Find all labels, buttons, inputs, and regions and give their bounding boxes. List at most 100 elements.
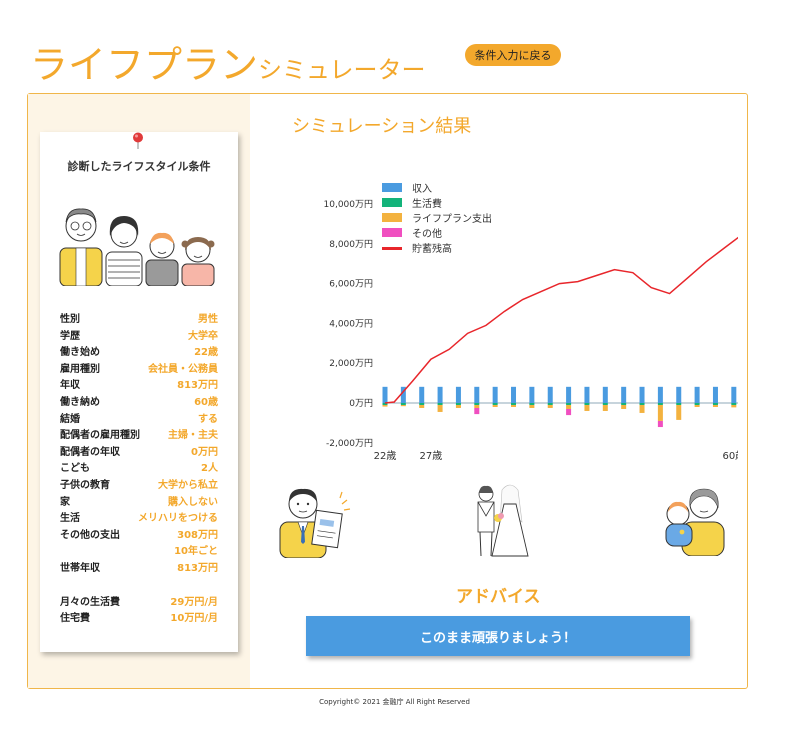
condition-row: 10年ごと (60, 542, 218, 559)
expense-bar (511, 404, 517, 407)
expense-bar (694, 403, 700, 405)
expense-bar (676, 404, 682, 420)
expense-bar (639, 403, 645, 405)
expense-bar (474, 404, 480, 408)
y-tick-label: -2,000万円 (326, 438, 373, 449)
condition-label: 配偶者の年収 (60, 446, 120, 458)
family-illustration (59, 208, 215, 286)
condition-label: 月々の生活費 (60, 596, 120, 608)
condition-row: 家 購入しない (60, 493, 218, 510)
expense-bar (529, 404, 535, 408)
expense-bar (621, 404, 627, 409)
income-bar (492, 386, 498, 403)
condition-row: 配偶者の雇用種別 主婦・主夫 (60, 426, 218, 443)
legend-swatch (382, 183, 402, 192)
income-bar (639, 386, 645, 403)
condition-row: 学歴 大学卒 (60, 327, 218, 344)
app-title-sub: シミュレーター (258, 56, 426, 84)
simulation-title: シミュレーション結果 (292, 116, 472, 137)
condition-row: 性別 男性 (60, 310, 218, 327)
app-title-main: ライフプラン (30, 43, 259, 87)
condition-row: 世帯年収 813万円 (60, 559, 218, 576)
expense-bar (437, 403, 443, 405)
copyright: Copyright© 2021 金融庁 All Right Reserved (319, 698, 470, 706)
income-bar (419, 386, 425, 403)
condition-label: 年収 (60, 380, 80, 392)
y-tick-label: 10,000万円 (324, 199, 374, 210)
expense-bar (400, 404, 406, 407)
expense-bar (602, 404, 608, 411)
y-tick-label: 0万円 (349, 398, 373, 409)
x-axis: 22歳 27歳 60歳 (374, 450, 738, 462)
condition-value: 2人 (201, 463, 218, 475)
spacer (60, 576, 218, 593)
expense-bar (584, 404, 590, 411)
advice-message: このまま頑張りましょう！ (306, 616, 690, 656)
y-tick-label: 8,000万円 (329, 239, 373, 250)
expense-bar (400, 403, 406, 405)
condition-value: 10万円/月 (170, 613, 218, 625)
expense-bar (712, 404, 718, 407)
expense-bar (382, 404, 388, 407)
condition-row: 働き始め 22歳 (60, 343, 218, 360)
condition-label: 住宅費 (60, 613, 90, 625)
x-tick-label: 60歳 (722, 450, 738, 462)
back-to-conditions-button[interactable]: 条件入力に戻る (465, 44, 561, 66)
y-tick-label: 4,000万円 (329, 318, 373, 329)
condition-label: その他の支出 (60, 529, 120, 541)
condition-value: 29万円/月 (170, 596, 218, 608)
expense-bar (437, 404, 443, 412)
condition-label: 世帯年収 (60, 562, 100, 574)
expense-bar (731, 403, 737, 405)
condition-row: 生活 メリハリをつける (60, 509, 218, 526)
y-tick-label: 6,000万円 (329, 279, 373, 290)
expense-bar (547, 403, 553, 405)
condition-label: 雇用種別 (60, 363, 100, 375)
businessman-illustration (279, 488, 351, 558)
expense-bar (547, 404, 553, 408)
expense-bar (639, 404, 645, 413)
expense-bar (419, 403, 425, 405)
condition-value: 10年ごと (174, 546, 218, 558)
income-bar (382, 386, 388, 403)
expense-bar (455, 403, 461, 405)
income-bar (731, 386, 737, 403)
income-bar (547, 386, 553, 403)
legend-label: その他 (412, 227, 442, 240)
legend-label: ライフプラン支出 (412, 212, 492, 225)
condition-label: 学歴 (60, 330, 80, 342)
expense-bar (566, 404, 572, 409)
condition-label: 働き納め (60, 396, 100, 408)
expense-bar (694, 404, 700, 407)
expense-bar (584, 403, 590, 405)
expense-bar (657, 404, 663, 421)
condition-value: 大学卒 (188, 330, 218, 342)
app-title: ライフプランシミュレーター (30, 34, 426, 89)
expense-bar (731, 404, 737, 408)
expense-bar (492, 404, 498, 407)
expense-bar (474, 407, 480, 415)
legend-swatch (382, 247, 402, 250)
income-bar (602, 386, 608, 403)
x-tick-label: 27歳 (420, 450, 443, 462)
condition-row: 子供の教育 大学から私立 (60, 476, 218, 493)
condition-value: 購入しない (168, 496, 218, 508)
legend-label: 貯蓄残高 (412, 242, 452, 255)
condition-row: 月々の生活費 29万円/月 (60, 593, 218, 610)
income-bar (437, 386, 443, 403)
expense-bar (621, 403, 627, 405)
condition-value: 60歳 (194, 396, 218, 408)
income-bar (621, 386, 627, 403)
y-tick-label: 2,000万円 (329, 358, 373, 369)
income-bar (474, 386, 480, 403)
income-bar (584, 386, 590, 403)
condition-row: 配偶者の年収 0万円 (60, 443, 218, 460)
expense-bar (602, 403, 608, 405)
condition-value: 主婦・主夫 (168, 430, 218, 442)
income-bar (657, 386, 663, 403)
income-bar (676, 386, 682, 403)
income-bar (511, 386, 517, 403)
condition-row: その他の支出 308万円 (60, 526, 218, 543)
